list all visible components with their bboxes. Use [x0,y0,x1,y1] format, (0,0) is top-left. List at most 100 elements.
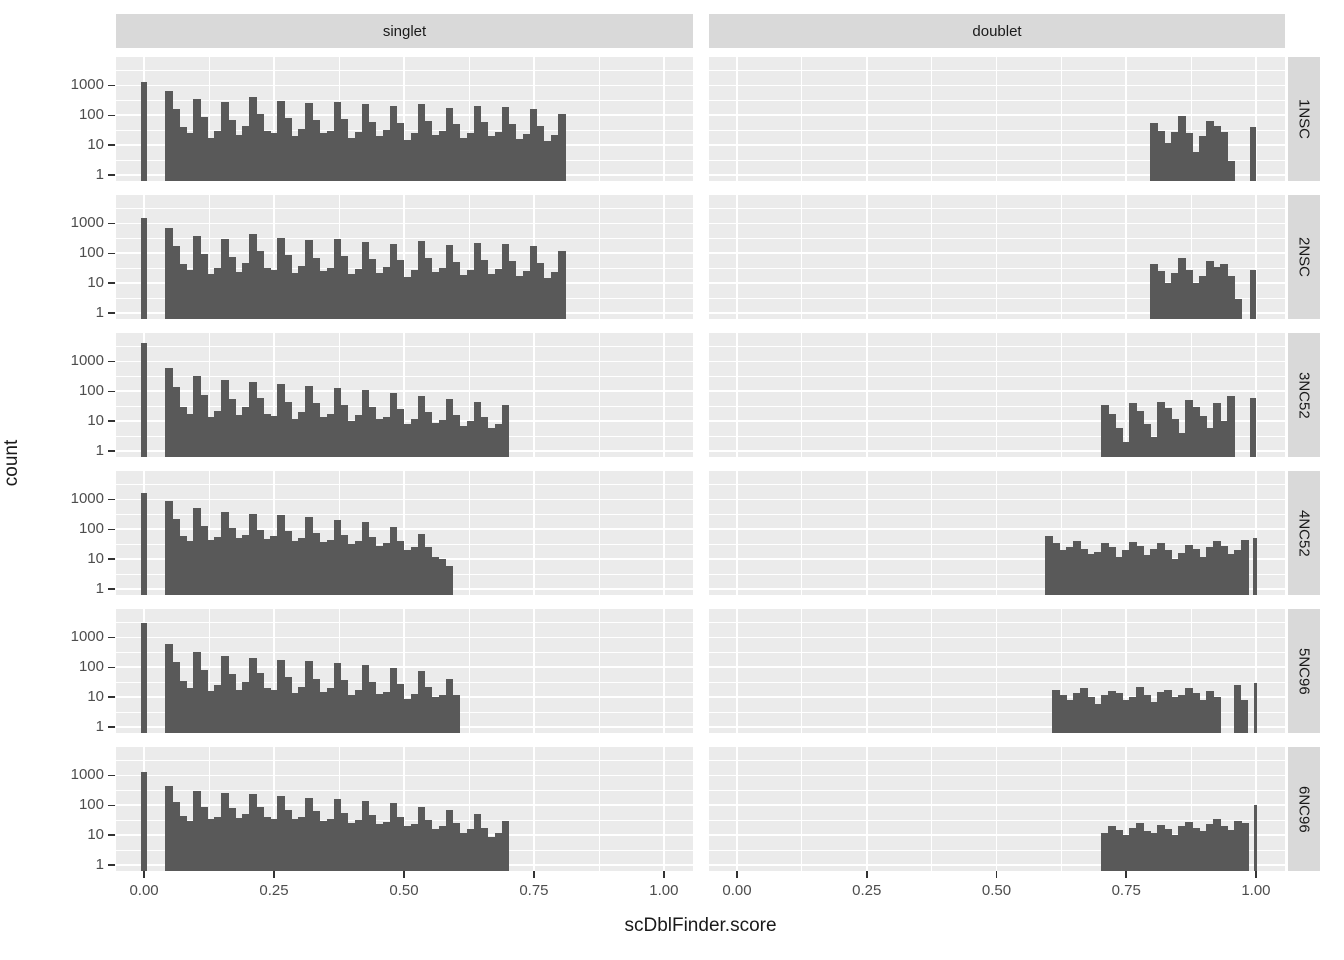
histogram-bar [235,817,243,871]
histogram-bar [249,96,257,181]
histogram-bar [214,537,222,595]
histogram-bar [424,120,433,181]
histogram-bar [1122,835,1130,871]
gridline-x-minor [598,195,600,319]
histogram-bar [207,818,215,871]
histogram-bar [396,541,405,595]
histogram-bar [1129,403,1137,457]
histogram-bar [424,547,433,595]
histogram-bar [1101,542,1109,595]
histogram-bar [431,697,440,733]
histogram-bar [410,693,419,733]
x-tick-mark [1255,871,1257,878]
y-tick-mark [108,588,115,590]
gridline-x-major [865,471,868,595]
histogram-bar [263,130,271,181]
histogram-bar [1199,700,1207,733]
x-tick-mark [1125,871,1127,878]
histogram-bar [558,250,566,319]
histogram-bar [1192,406,1200,457]
histogram-bar [221,792,229,871]
histogram-bar [249,513,257,595]
histogram-bar [347,274,355,319]
histogram-bar [312,257,320,319]
histogram-bar [340,118,348,181]
histogram-bar [221,239,229,319]
histogram-bar [1150,123,1158,181]
y-tick-mark [108,282,115,284]
histogram-bar [403,698,412,733]
histogram-bar [207,274,215,319]
gridline-x-major [403,747,405,871]
histogram-bar [179,680,187,733]
histogram-bar [473,401,482,457]
histogram-bar [537,125,545,181]
histogram-bar [1220,826,1228,871]
histogram-bar [375,272,384,319]
x-tick-mark [143,871,145,878]
histogram-bar [1073,692,1081,733]
histogram-bar [214,817,222,871]
histogram-bar [172,662,180,733]
histogram-bar [473,105,482,181]
histogram-bar [431,422,440,457]
histogram-bar [1108,691,1116,733]
histogram-bar [494,268,503,319]
gridline-x-minor [801,471,803,595]
gridline-x-minor [468,195,470,319]
gridline-x-minor [468,57,470,181]
histogram-bar [1115,829,1123,871]
histogram-bar [186,413,194,457]
gridline-x-minor [931,747,933,871]
histogram-bar [193,508,201,595]
histogram-bar [200,806,208,871]
histogram-bar [319,820,327,871]
histogram-bar [347,421,355,457]
gridline-x-minor [1060,747,1062,871]
histogram-bar [179,406,187,457]
histogram-bar [466,829,475,871]
x-tick-label: 0.00 [722,882,752,899]
histogram-bar [424,820,433,871]
x-tick-label: 0.50 [389,882,419,899]
histogram-bar [354,820,363,871]
y-tick-mark [108,390,115,392]
histogram-bar [424,686,433,733]
histogram-bar [487,273,496,319]
histogram-bar [1249,397,1256,457]
gridline-x-minor [208,471,210,595]
gridline-x-major [1125,609,1128,733]
histogram-bar [277,384,285,457]
gridline-x-minor [598,747,600,871]
x-tick-mark [995,871,998,878]
histogram-bar [1101,404,1109,457]
histogram-bar [326,413,334,457]
histogram-bar [452,823,461,871]
gridline-x-minor [801,333,803,457]
histogram-bar [361,390,370,457]
y-tick-label: 100 [78,520,104,538]
gridline-x-major [533,333,535,457]
histogram-bar [431,271,440,319]
histogram-bar [396,684,405,733]
histogram-bar [284,531,292,595]
histogram-bar [1192,692,1200,733]
y-tick-mark [108,360,115,363]
histogram-bar [165,644,173,733]
histogram-bar [1164,142,1172,181]
histogram-bar [361,241,370,319]
histogram-bar [1206,547,1214,595]
histogram-bar [361,665,370,733]
y-tick-label: 1 [95,166,104,184]
facet-strip-row-6NC96: 6NC96 [1288,747,1320,871]
histogram-bar [452,124,461,181]
gridline-x-major [533,747,535,871]
histogram-bar [200,525,208,595]
y-tick-label: 10 [87,136,104,154]
histogram-bar [1129,541,1137,595]
histogram-bar [1192,151,1200,181]
histogram-bar [1213,125,1221,181]
x-tick-label: 0.25 [852,882,882,899]
histogram-bar [242,814,250,871]
